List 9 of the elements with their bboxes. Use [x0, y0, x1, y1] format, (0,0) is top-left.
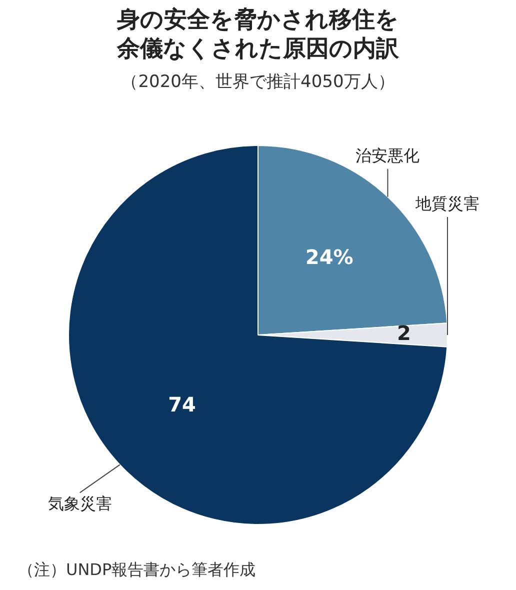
slice-label: 気象災害	[48, 494, 112, 513]
chart-title: 身の安全を脅かされ移住を余儀なくされた原因の内訳	[116, 6, 400, 64]
chart-subtitle: （2020年、世界で推計4050万人）	[120, 71, 396, 93]
data-label: 24%	[305, 245, 354, 270]
data-label: 2	[396, 321, 411, 346]
slice-label: 地質災害	[414, 194, 480, 214]
text: （注）UNDP報告書から筆者作成	[18, 560, 256, 581]
data-label: 74	[168, 392, 196, 417]
slice-label: 治安悪化	[356, 146, 420, 166]
